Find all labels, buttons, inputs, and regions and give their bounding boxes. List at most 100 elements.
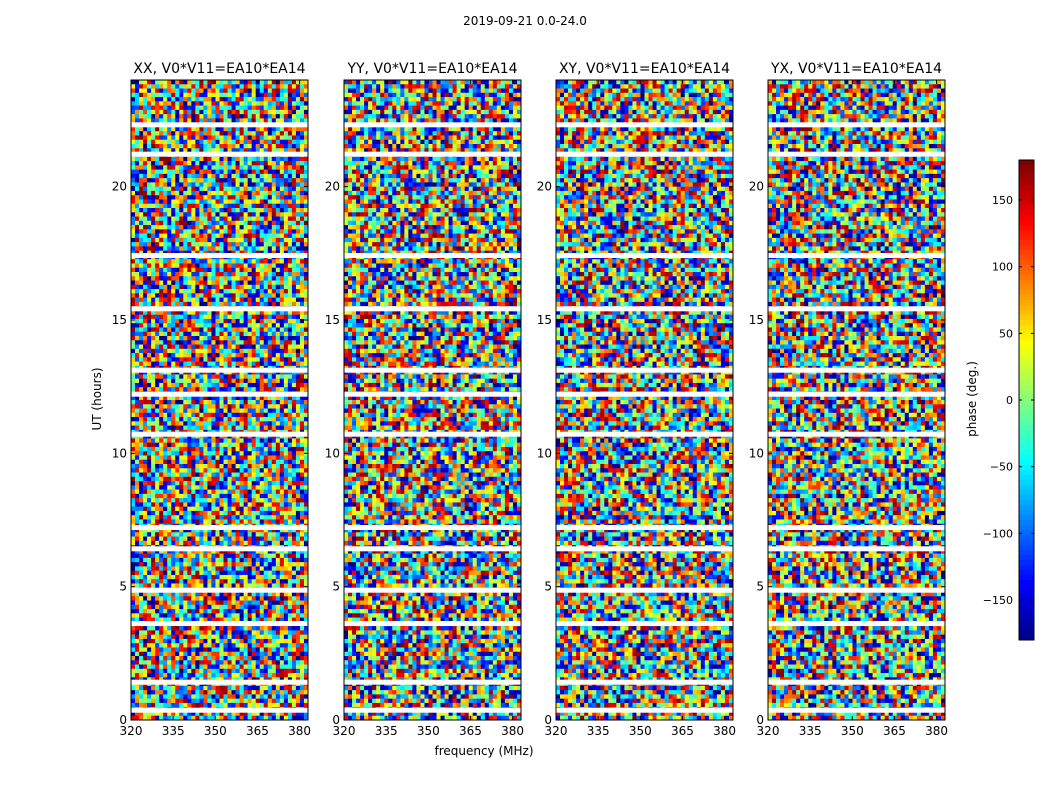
heatmap-cell (239, 425, 244, 431)
heatmap-cell (219, 438, 224, 443)
heatmap-cell (223, 114, 228, 119)
heatmap-cell (175, 280, 180, 286)
heatmap-cell (167, 293, 172, 298)
heatmap-cell (255, 549, 261, 554)
heatmap-cell (227, 357, 232, 362)
heatmap-cell (227, 540, 232, 546)
heatmap-cell (215, 540, 220, 546)
heatmap-cell (191, 101, 196, 106)
heatmap-cell (235, 536, 240, 542)
heatmap-cell (291, 515, 297, 520)
heatmap-cell (151, 92, 156, 98)
heatmap-cell (279, 489, 285, 495)
heatmap-cell (171, 327, 176, 333)
heatmap-cell (199, 519, 204, 525)
heatmap-cell (231, 246, 236, 251)
heatmap-cell (291, 314, 297, 320)
heatmap-cell (275, 472, 281, 478)
heatmap-cell (203, 361, 208, 367)
heatmap-cell (219, 553, 224, 559)
heatmap-cell (251, 417, 256, 422)
heatmap-cell (239, 336, 244, 341)
heatmap-cell (179, 382, 184, 388)
heatmap-cell (135, 476, 140, 482)
heatmap-cell (235, 203, 240, 209)
heatmap-cell (263, 510, 269, 516)
heatmap-cell (155, 318, 160, 324)
heatmap-cell (179, 246, 184, 251)
heatmap-cell (203, 357, 208, 362)
heatmap-cell (267, 144, 273, 149)
heatmap-cell (139, 109, 144, 115)
heatmap-cell (231, 131, 236, 136)
heatmap-cell (235, 148, 240, 153)
heatmap-cell (227, 464, 232, 469)
heatmap-cell (291, 267, 297, 273)
heatmap-cell (279, 327, 285, 333)
heatmap-cell (203, 139, 208, 145)
heatmap-cell (223, 417, 228, 422)
heatmap-cell (251, 280, 256, 286)
heatmap-cell (303, 199, 309, 205)
heatmap-cell (135, 284, 140, 290)
heatmap-cell (295, 340, 301, 345)
heatmap-cell (299, 485, 305, 490)
heatmap-cell (299, 242, 305, 247)
heatmap-cell (187, 446, 192, 452)
heatmap-cell (275, 105, 281, 111)
heatmap-cell (211, 88, 216, 94)
heatmap-cell (283, 109, 289, 115)
heatmap-cell (183, 506, 188, 512)
heatmap-cell (147, 361, 152, 367)
heatmap-cell (147, 489, 152, 495)
heatmap-cell (239, 126, 244, 132)
heatmap-cell (239, 451, 244, 456)
heatmap-cell (155, 272, 160, 277)
heatmap-cell (223, 178, 228, 183)
heatmap-cell (135, 323, 140, 328)
heatmap-cell (191, 438, 196, 443)
heatmap-cell (295, 216, 301, 222)
heatmap-cell (187, 80, 192, 85)
heatmap-cell (223, 510, 228, 516)
heatmap-cell (163, 519, 168, 525)
heatmap-cell (179, 199, 184, 205)
heatmap-cell (155, 259, 160, 264)
heatmap-cell (283, 220, 289, 226)
heatmap-cell (275, 549, 281, 554)
heatmap-cell (251, 468, 256, 473)
heatmap-cell (227, 250, 232, 256)
heatmap-cell (255, 250, 261, 256)
heatmap-cell (167, 250, 172, 256)
heatmap-cell (299, 250, 305, 256)
heatmap-cell (271, 293, 277, 298)
heatmap-cell (255, 263, 261, 269)
heatmap-cell (167, 267, 172, 273)
heatmap-cell (195, 199, 200, 205)
heatmap-cell (147, 284, 152, 290)
heatmap-cell (135, 464, 140, 469)
heatmap-cell (231, 493, 236, 499)
heatmap-cell (211, 361, 216, 367)
heatmap-cell (255, 126, 261, 132)
heatmap-cell (303, 532, 309, 537)
heatmap-cell (139, 267, 144, 273)
heatmap-cell (131, 131, 136, 136)
heatmap-cell (227, 114, 232, 119)
heatmap-cell (139, 131, 144, 136)
heatmap-cell (183, 318, 188, 324)
heatmap-cell (271, 220, 277, 226)
heatmap-cell (203, 536, 208, 542)
heatmap-cell (219, 114, 224, 119)
heatmap-cell (163, 297, 168, 303)
heatmap-cell (283, 485, 289, 490)
heatmap-cell (259, 442, 265, 448)
heatmap-cell (203, 562, 208, 567)
heatmap-cell (199, 442, 204, 448)
heatmap-cell (187, 225, 192, 230)
heatmap-cell (231, 459, 236, 465)
heatmap-cell (131, 259, 136, 264)
heatmap-cell (215, 425, 220, 431)
heatmap-cell (199, 417, 204, 422)
heatmap-cell (179, 105, 184, 111)
